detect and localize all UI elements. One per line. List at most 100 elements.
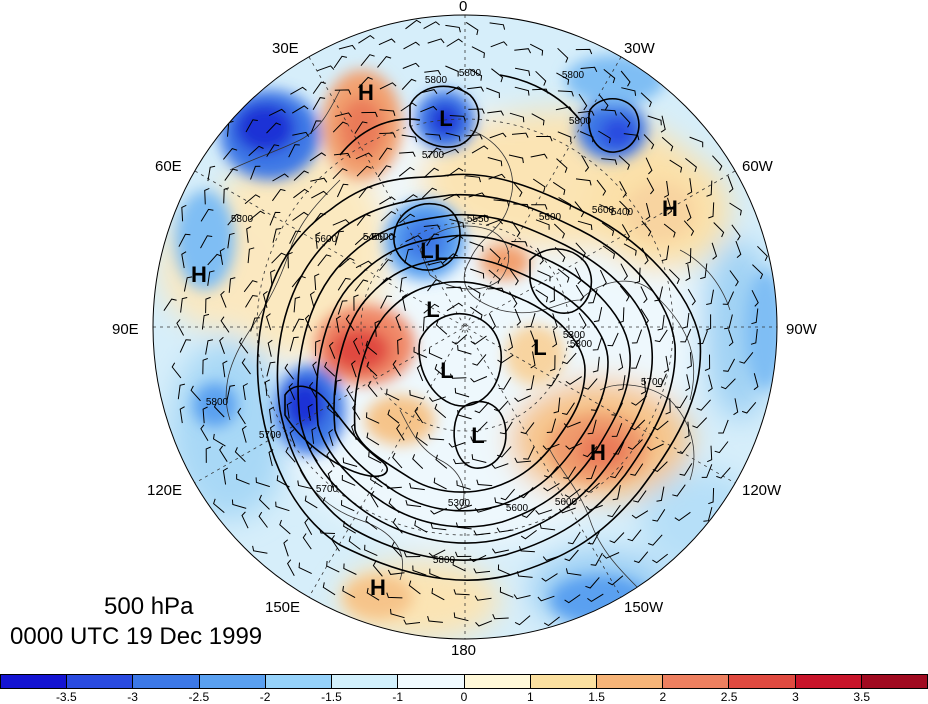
map-boundary <box>152 14 778 640</box>
wind-barb <box>428 549 446 557</box>
wind-barb <box>241 358 251 375</box>
wind-barb <box>598 130 611 144</box>
wind-barb <box>222 467 228 485</box>
wind-barb <box>183 276 193 292</box>
wind-barb <box>552 181 566 195</box>
wind-barb <box>672 484 686 497</box>
wind-barb <box>618 155 630 170</box>
wind-barb <box>358 34 375 44</box>
wind-barb <box>387 409 400 424</box>
wind-barb <box>270 269 276 287</box>
contour-label: 5300 <box>570 339 593 350</box>
wind-barb <box>543 616 560 627</box>
wind-barb <box>446 302 463 312</box>
wind-barb <box>338 44 356 50</box>
wind-barb <box>578 312 587 330</box>
wind-barb <box>311 190 328 199</box>
wind-barb <box>474 595 492 601</box>
lon-label-120w: 120W <box>742 482 782 499</box>
wind-barb <box>491 548 510 554</box>
wind-barb <box>266 122 281 134</box>
wind-barb <box>601 158 618 165</box>
wind-barb <box>700 263 708 280</box>
wind-barb <box>575 284 585 302</box>
wind-barb <box>258 494 270 510</box>
wind-barb <box>456 480 471 490</box>
colorbar-segment <box>332 675 399 688</box>
wind-barb <box>413 346 428 358</box>
wind-barb <box>228 277 236 293</box>
wind-barb <box>531 113 545 126</box>
wind-barb <box>716 467 731 479</box>
wind-barb <box>465 21 479 36</box>
wind-barb <box>741 401 757 414</box>
wind-barb <box>683 220 695 236</box>
wind-barb <box>297 480 313 490</box>
wind-barb <box>602 245 616 259</box>
wind-barb <box>457 345 472 355</box>
wind-barb <box>607 575 624 586</box>
wind-barb <box>412 565 427 576</box>
wind-barb <box>557 268 570 283</box>
wind-barb <box>620 263 629 281</box>
wind-barb <box>377 56 392 68</box>
wind-barb <box>241 425 247 443</box>
wind-barb <box>401 293 407 312</box>
contour-label: 5800 <box>206 397 229 408</box>
wind-barb <box>291 105 309 114</box>
wind-barb <box>562 352 577 365</box>
wind-barb <box>236 473 250 485</box>
low-pressure-label: L <box>471 423 484 448</box>
wind-barb <box>428 348 443 360</box>
wind-barb <box>500 488 515 501</box>
wind-barb <box>338 257 355 268</box>
colorbar-tick-label: 2.5 <box>720 690 738 704</box>
wind-barb <box>355 152 373 160</box>
wind-barb <box>427 38 445 44</box>
wind-barb <box>757 245 768 262</box>
wind-barb <box>181 251 187 269</box>
colorbar-segment <box>663 675 730 688</box>
wind-barb <box>367 381 378 398</box>
high-pressure-label: H <box>191 262 207 287</box>
lon-label-180: 180 <box>451 642 477 659</box>
wind-barb <box>179 339 192 353</box>
wind-barb <box>379 196 396 205</box>
wind-barb <box>272 173 289 182</box>
wind-barb <box>377 165 392 178</box>
wind-barb <box>275 501 290 512</box>
wind-barb <box>470 306 483 320</box>
wind-barb <box>687 178 693 195</box>
wind-barb <box>556 72 570 85</box>
wind-barb <box>467 285 481 299</box>
wind-barb <box>490 41 508 48</box>
wind-barb <box>442 253 458 264</box>
wind-barb <box>268 406 275 424</box>
wind-barb <box>223 187 230 204</box>
wind-barb <box>476 479 493 487</box>
wind-barb <box>449 218 465 228</box>
high-pressure-label: H <box>662 196 678 221</box>
wind-barb <box>315 339 321 357</box>
wind-barb <box>588 289 598 304</box>
contour-label: 5300 <box>448 498 471 509</box>
wind-barb <box>181 204 187 222</box>
wind-barb <box>667 197 673 215</box>
wind-barb <box>583 378 598 390</box>
wind-barb <box>499 421 513 435</box>
wind-barb <box>289 429 296 447</box>
wind-barb <box>379 109 396 116</box>
wind-barb <box>508 333 514 351</box>
wind-barb <box>245 119 258 133</box>
wind-barb <box>403 41 420 50</box>
wind-barb <box>514 308 522 326</box>
wind-barb <box>455 504 473 511</box>
wind-barb <box>497 564 512 576</box>
wind-barb <box>308 381 317 399</box>
wind-barb <box>557 47 569 63</box>
wind-barb <box>592 336 603 351</box>
contour-label: 5800 <box>231 214 254 225</box>
wind-barb <box>489 22 506 30</box>
wind-barb <box>265 313 272 331</box>
wind-barb <box>511 221 521 238</box>
